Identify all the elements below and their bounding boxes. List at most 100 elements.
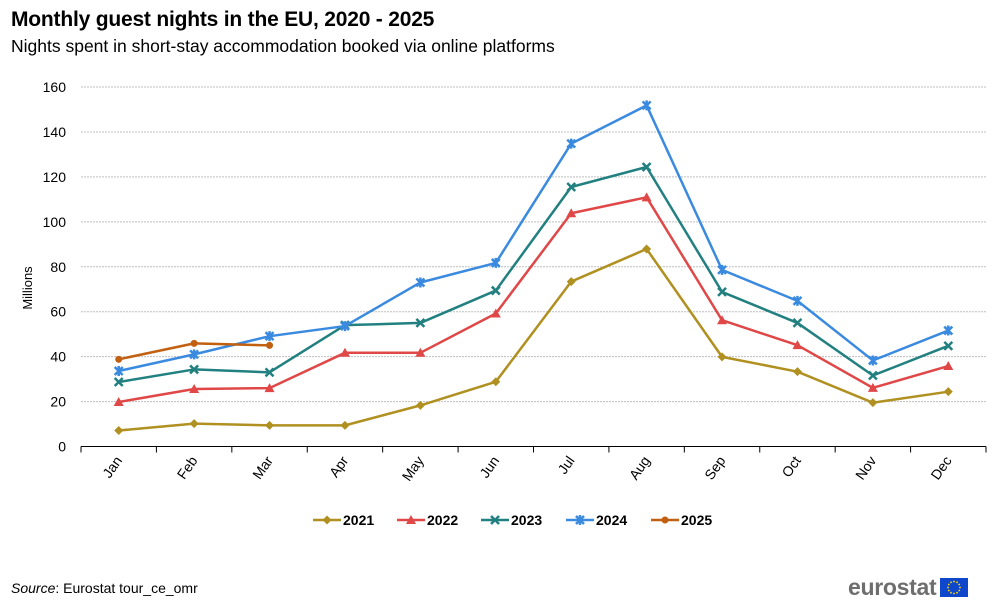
data-point-2025 <box>190 339 198 347</box>
data-point-2022 <box>867 382 878 392</box>
x-tick-label: Oct <box>778 453 804 480</box>
x-tick-label: Mar <box>249 453 276 482</box>
data-point-2023 <box>943 340 954 351</box>
legend-marker <box>322 515 332 525</box>
x-tick-label: Jan <box>99 453 125 481</box>
data-point-2022 <box>490 308 501 318</box>
y-tick-label: 60 <box>50 304 66 320</box>
legend-marker <box>490 515 500 525</box>
series-2023 <box>113 162 954 387</box>
chart-subtitle: Nights spent in short-stay accommodation… <box>11 36 555 56</box>
legend-item-2024: 2024 <box>566 512 627 528</box>
series-line-2021 <box>118 247 949 432</box>
source-note: Source: Eurostat tour_ce_omr <box>11 580 198 596</box>
chart-title: Monthly guest nights in the EU, 2020 - 2… <box>11 8 435 31</box>
y-axis-label: Millions <box>20 266 35 310</box>
eurostat-logo: eurostat <box>848 574 969 601</box>
y-tick-label: 20 <box>50 394 66 410</box>
line-chart: 0 20 40 60 80 100 120 140 160 Millions Jan Feb Mar… <box>20 79 987 528</box>
data-point-2024 <box>340 321 350 332</box>
data-point-2021 <box>265 420 275 430</box>
y-tick-label: 100 <box>43 214 67 230</box>
data-point-2023 <box>264 367 275 378</box>
y-tick-label: 0 <box>58 439 66 455</box>
x-tick-label: Aug <box>626 453 653 483</box>
series-2021 <box>114 244 953 436</box>
data-point-2024 <box>490 257 501 268</box>
x-tick-label: May <box>399 453 427 484</box>
data-point-2025 <box>266 341 274 349</box>
x-tick-label: Apr <box>326 453 352 480</box>
data-point-2024 <box>641 100 652 111</box>
data-point-2022 <box>792 340 803 350</box>
legend-label: 2025 <box>681 512 712 528</box>
legend-label: 2024 <box>596 512 627 528</box>
data-point-2022 <box>943 361 954 371</box>
data-point-2024 <box>264 331 275 342</box>
eu-flag-icon <box>940 578 969 597</box>
data-point-2023 <box>113 377 124 387</box>
logo-text: eurostat <box>848 574 937 600</box>
data-point-2021 <box>415 400 425 410</box>
data-point-2021 <box>642 244 652 254</box>
data-point-2021 <box>340 420 350 430</box>
x-axis: Jan Feb Mar Apr May Jun Jul Aug Sep Oct Nov Dec <box>80 446 987 484</box>
data-point-2021 <box>566 277 576 287</box>
series-lines <box>113 100 954 436</box>
x-tick-label: Jun <box>476 453 502 481</box>
data-point-2021 <box>792 367 802 377</box>
data-point-2024 <box>792 295 803 306</box>
series-line-2022 <box>118 196 949 404</box>
data-point-2025 <box>115 355 123 363</box>
data-point-2024 <box>717 264 727 275</box>
y-tick-label: 40 <box>50 349 66 365</box>
legend-marker <box>575 515 585 525</box>
legend-item-2021: 2021 <box>313 512 374 528</box>
legend-label: 2021 <box>343 512 374 528</box>
data-point-2023 <box>415 318 426 328</box>
y-tick-label: 80 <box>50 259 66 275</box>
y-tick-label: 120 <box>43 169 67 185</box>
legend-item-2022: 2022 <box>397 512 458 528</box>
y-tick-label: 140 <box>43 124 67 140</box>
source-label: Source <box>11 580 56 596</box>
data-point-2022 <box>415 347 426 357</box>
legend-label: 2022 <box>427 512 458 528</box>
legend: 2021 2022 2023 2024 2025 <box>313 512 712 528</box>
data-point-2024 <box>189 349 200 360</box>
data-point-2024 <box>415 277 426 288</box>
x-tick-label: Sep <box>701 453 729 483</box>
data-point-2024 <box>113 366 124 377</box>
data-point-2023 <box>717 287 727 297</box>
data-point-2023 <box>867 370 878 381</box>
data-point-2022 <box>641 192 652 202</box>
legend-item-2023: 2023 <box>481 512 542 528</box>
x-tick-label: Nov <box>852 453 879 483</box>
series-2025 <box>115 339 274 363</box>
data-point-2021 <box>717 352 727 362</box>
data-point-2024 <box>867 355 878 366</box>
x-tick-label: Feb <box>174 453 201 482</box>
data-point-2023 <box>490 285 501 296</box>
series-line-2023 <box>118 165 949 384</box>
data-point-2024 <box>943 325 954 336</box>
data-point-2024 <box>566 138 577 149</box>
data-point-2022 <box>339 347 350 357</box>
data-point-2021 <box>943 387 953 397</box>
data-point-2022 <box>264 383 275 393</box>
gridlines <box>81 86 986 403</box>
legend-marker <box>406 515 416 524</box>
series-2022 <box>113 192 954 407</box>
data-point-2021 <box>868 398 878 408</box>
legend-label: 2023 <box>511 512 542 528</box>
x-tick-label: Jul <box>554 453 577 477</box>
data-point-2022 <box>189 383 200 393</box>
data-point-2023 <box>641 162 652 172</box>
data-point-2022 <box>113 397 124 407</box>
series-line-2024 <box>118 104 949 373</box>
data-point-2023 <box>566 182 577 192</box>
data-point-2023 <box>792 318 803 328</box>
data-point-2022 <box>566 208 577 218</box>
data-point-2023 <box>189 364 200 375</box>
data-point-2021 <box>491 377 501 387</box>
